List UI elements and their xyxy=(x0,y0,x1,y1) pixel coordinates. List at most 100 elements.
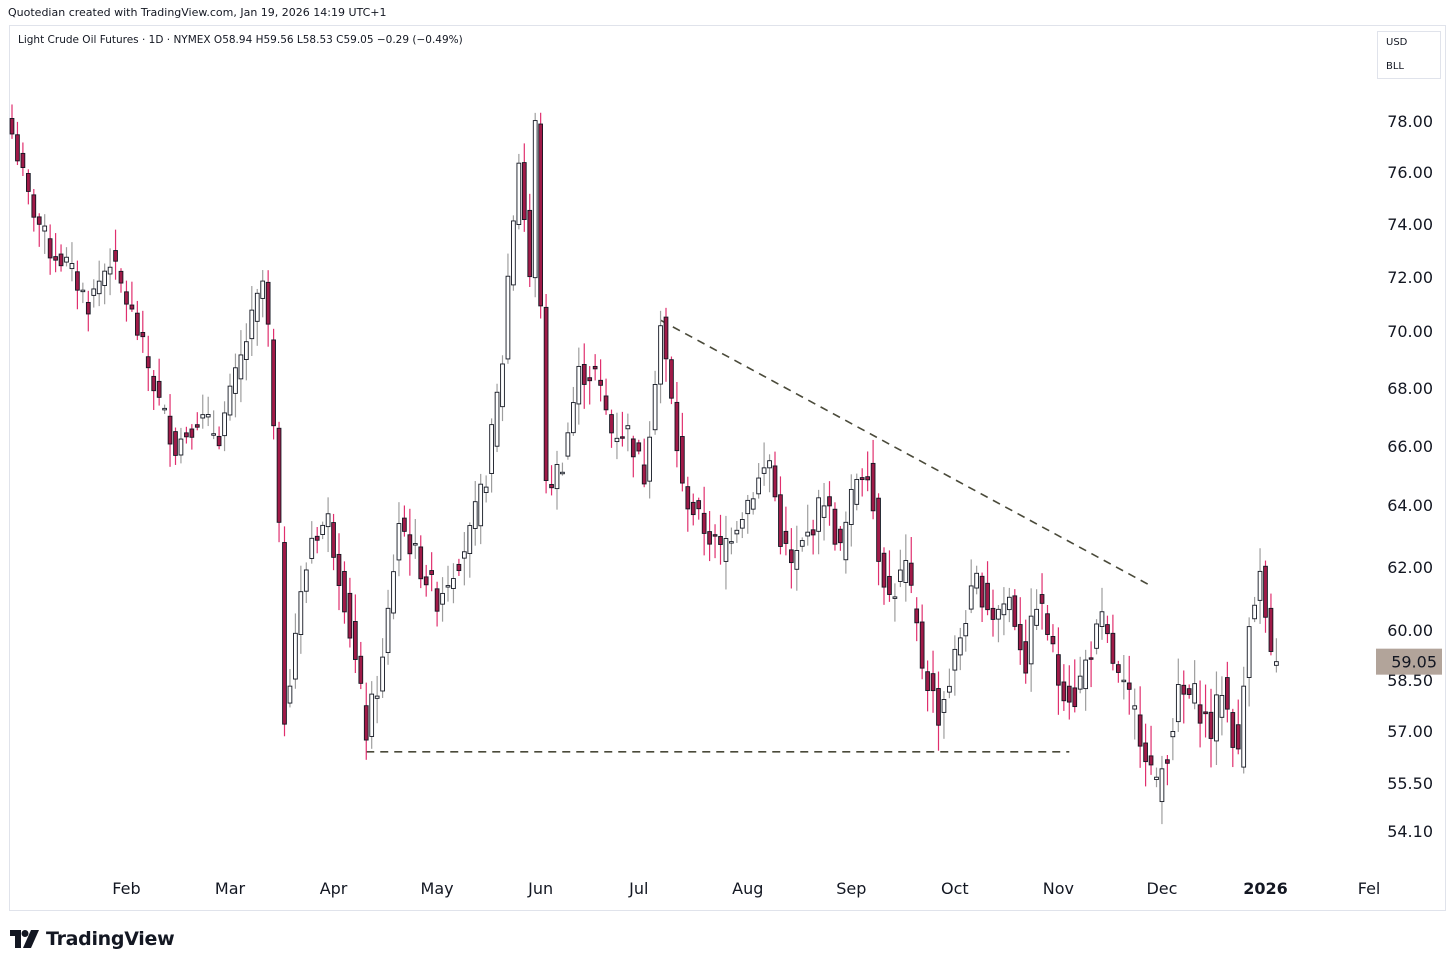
candle-body xyxy=(734,529,740,535)
candle xyxy=(1203,684,1208,738)
candle xyxy=(96,260,102,307)
candle-body xyxy=(1186,688,1192,695)
candle xyxy=(271,328,276,440)
candle-body xyxy=(320,524,325,535)
candle-body xyxy=(211,433,216,436)
candle xyxy=(1143,723,1148,787)
candle-body xyxy=(783,530,789,544)
currency-unit-box[interactable]: USD BLL xyxy=(1377,31,1441,79)
candle xyxy=(1066,665,1072,720)
candle xyxy=(560,462,565,476)
candle xyxy=(353,594,358,674)
time-tick-label: Nov xyxy=(1043,879,1074,898)
candle xyxy=(527,193,533,288)
candle xyxy=(314,527,320,554)
candle xyxy=(53,233,58,273)
candle-body xyxy=(271,339,276,427)
candle-body xyxy=(1274,661,1279,666)
candle-body xyxy=(1028,615,1034,665)
candle-body xyxy=(1056,654,1061,686)
candle xyxy=(669,356,674,405)
candle xyxy=(402,505,407,537)
candle xyxy=(407,508,413,576)
candle-body xyxy=(1219,694,1225,718)
candle-body xyxy=(974,572,979,589)
candle xyxy=(848,474,854,547)
candle-body xyxy=(1197,704,1203,724)
candle-body xyxy=(778,494,783,547)
candle-body xyxy=(718,536,723,545)
candle-body xyxy=(369,693,375,737)
candle-body xyxy=(516,162,522,226)
candle-body xyxy=(1235,724,1241,750)
candle-body xyxy=(194,424,200,428)
candle xyxy=(1263,560,1268,633)
trendline-resistance[interactable] xyxy=(660,319,1152,587)
candle-body xyxy=(423,576,429,586)
candle-body xyxy=(445,585,451,588)
candle xyxy=(233,353,238,418)
candle xyxy=(129,281,135,312)
candle-body xyxy=(396,523,402,561)
time-tick-label: May xyxy=(421,879,454,898)
candle-body xyxy=(1257,570,1263,601)
candle-body xyxy=(930,673,936,692)
price-tick-label: 58.50 xyxy=(1387,671,1433,690)
candle-body xyxy=(1110,632,1116,664)
candle xyxy=(391,554,396,620)
candle-body xyxy=(636,442,642,452)
candle xyxy=(336,533,342,611)
price-tick-label: 78.00 xyxy=(1387,112,1433,131)
candle xyxy=(832,502,838,551)
candle xyxy=(75,260,80,310)
candle-body xyxy=(47,238,53,259)
candle xyxy=(69,242,75,282)
candle xyxy=(145,335,151,392)
candle-body xyxy=(990,607,996,620)
candle xyxy=(745,494,751,534)
candle xyxy=(216,426,222,450)
candle xyxy=(282,526,287,737)
candle-body xyxy=(1007,596,1012,611)
candle xyxy=(620,411,625,447)
candle xyxy=(20,142,26,176)
candle xyxy=(1186,684,1192,699)
candle xyxy=(914,597,920,642)
price-tick-label: 62.00 xyxy=(1387,558,1433,577)
candle xyxy=(1056,627,1061,715)
candle xyxy=(1105,615,1110,643)
candle xyxy=(1175,658,1181,732)
candle xyxy=(565,422,571,460)
time-axis: Feb Mar Apr May Jun Jul Aug Sep Oct Nov Dec 2026 Fel xyxy=(112,879,1380,898)
tradingview-logo[interactable]: TradingView xyxy=(10,928,175,950)
symbol-ohlc-line: Light Crude Oil Futures · 1D · NYMEX O58… xyxy=(18,34,463,46)
candle-body xyxy=(881,552,887,588)
candle-body xyxy=(554,464,560,490)
candle xyxy=(1007,587,1012,623)
candle xyxy=(1115,660,1121,683)
candle xyxy=(1214,671,1219,765)
candle xyxy=(445,565,451,602)
candle-body xyxy=(739,519,745,529)
candle xyxy=(1126,655,1132,715)
candle xyxy=(265,270,271,347)
candle-body xyxy=(701,512,707,534)
candle xyxy=(1012,589,1018,631)
candle xyxy=(985,561,990,616)
candle xyxy=(1110,614,1116,671)
candle xyxy=(750,492,756,515)
candle xyxy=(538,112,543,319)
candle-body xyxy=(347,592,353,639)
candle xyxy=(260,270,266,318)
candle-body xyxy=(293,632,298,680)
candle-body xyxy=(282,542,287,725)
candle-body xyxy=(107,266,113,275)
candle xyxy=(483,475,489,503)
candle-body xyxy=(156,380,162,398)
candle xyxy=(947,668,952,699)
candle xyxy=(412,519,418,559)
candle-body xyxy=(462,551,467,559)
candle xyxy=(287,668,293,708)
candle xyxy=(85,290,91,332)
